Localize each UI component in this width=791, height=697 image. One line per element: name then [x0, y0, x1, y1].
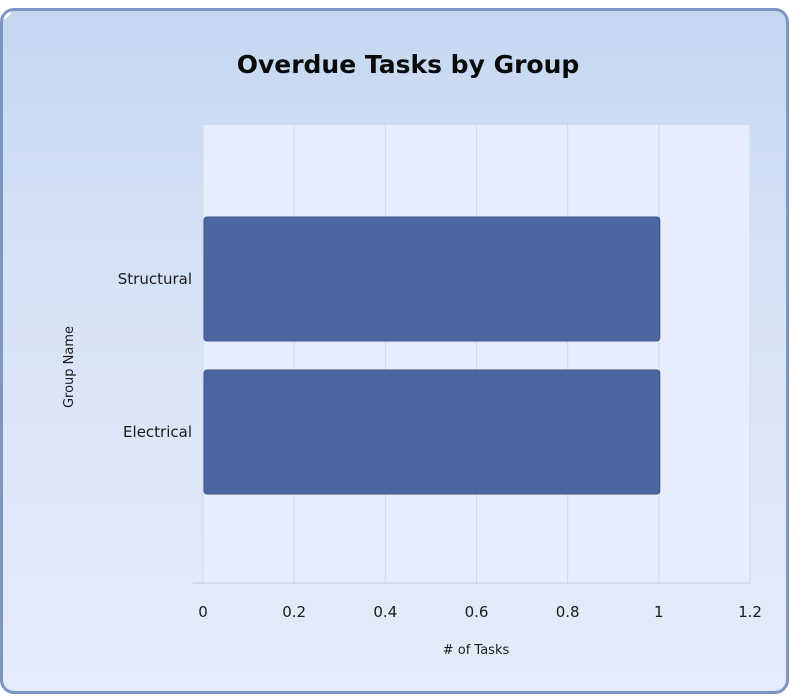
x-tick-label: 0.2	[282, 603, 306, 621]
gridlines	[193, 125, 751, 584]
y-tick-label: Structural	[118, 270, 192, 288]
chart-title: Overdue Tasks by Group	[237, 50, 580, 79]
x-tick-label: 1.2	[738, 603, 762, 621]
bar-structural	[203, 216, 661, 342]
bars	[203, 216, 661, 495]
y-axis-label: Group Name	[62, 326, 77, 408]
y-tick-label: Electrical	[123, 423, 192, 441]
x-tick-label: 1	[654, 603, 664, 621]
bar-electrical	[203, 369, 661, 495]
x-axis-label: # of Tasks	[443, 643, 510, 658]
x-tick-label: 0.8	[556, 603, 580, 621]
x-tick-label: 0.6	[465, 603, 489, 621]
axis-ticks: 0 0.2 0.4 0.6 0.8 1 1.2 Structural Electrical	[118, 270, 762, 621]
x-tick-label: 0	[198, 603, 208, 621]
x-tick-label: 0.4	[373, 603, 397, 621]
